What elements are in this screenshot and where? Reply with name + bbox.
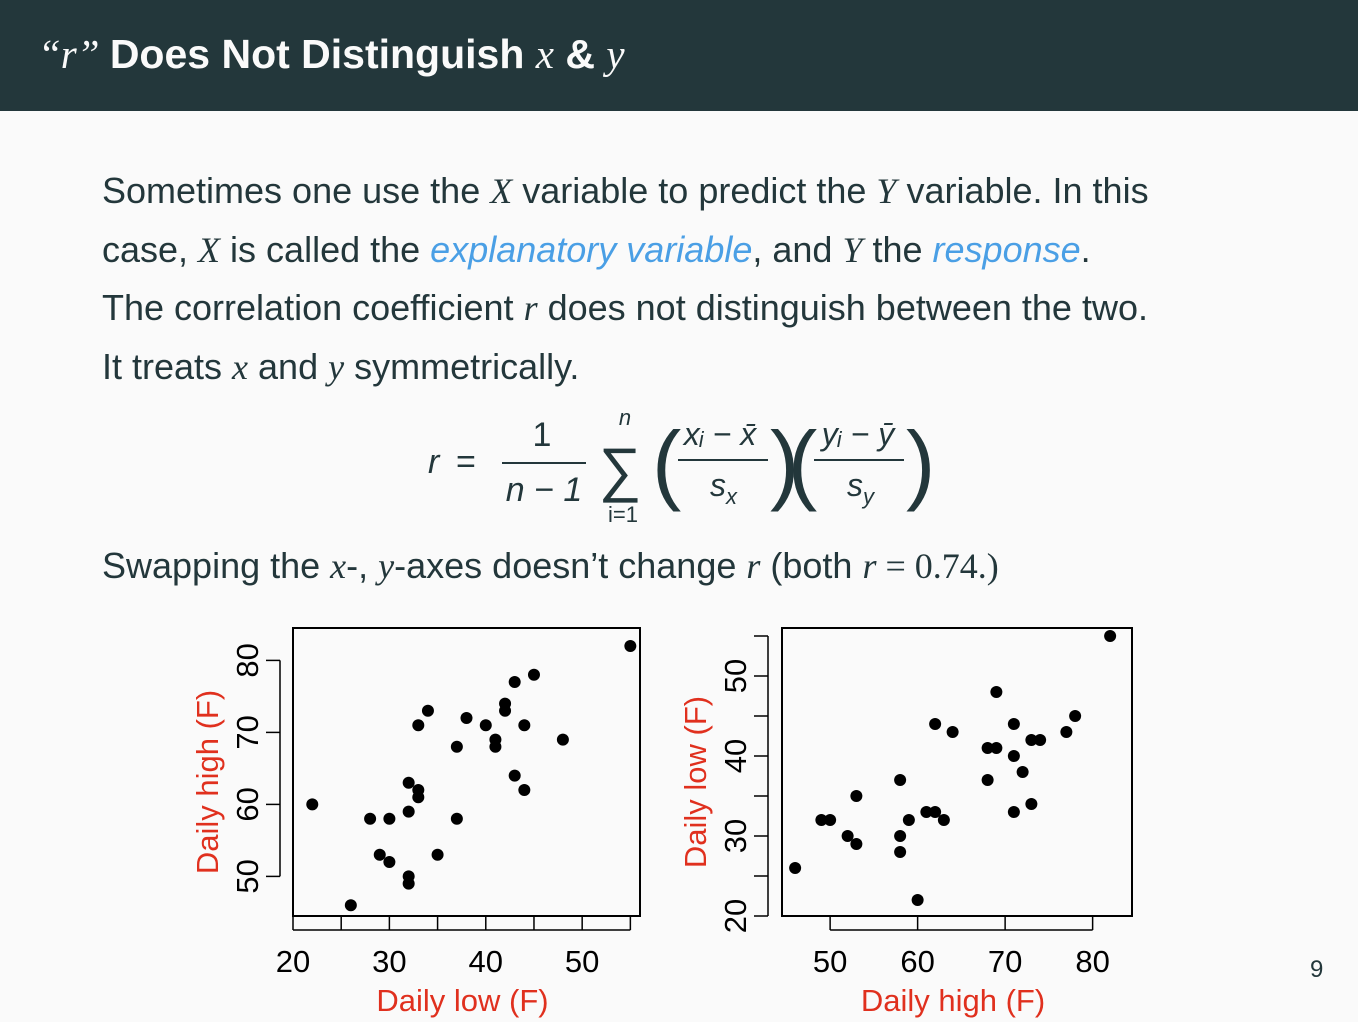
page-number: 9 xyxy=(1310,956,1324,983)
data-point xyxy=(364,812,377,825)
data-point xyxy=(479,719,492,732)
data-point xyxy=(508,676,521,688)
title-amp: & xyxy=(553,31,607,77)
title-bar: “r” Does Not Distinguish x & y xyxy=(0,0,1358,111)
term-explanatory-variable: explanatory variable xyxy=(430,228,753,270)
title-r: “r” xyxy=(38,31,110,77)
data-point xyxy=(402,805,415,818)
data-point xyxy=(431,848,444,861)
data-point xyxy=(402,877,415,890)
sum-upper-limit: n xyxy=(619,405,631,430)
data-point xyxy=(508,769,521,782)
y-tick-label: 80 xyxy=(230,643,265,677)
left-paren-icon: ( xyxy=(788,413,817,512)
right-paren-icon: ) xyxy=(906,413,935,512)
data-point xyxy=(383,856,396,868)
data-point xyxy=(450,740,463,753)
fraction-2-denominator: sy xyxy=(847,467,876,509)
fraction-1-denominator: sx xyxy=(710,467,738,509)
data-point xyxy=(624,640,637,652)
formula-lhs: r xyxy=(428,443,441,481)
data-point xyxy=(373,848,386,861)
data-point xyxy=(499,704,512,717)
x-tick-label: 40 xyxy=(469,944,503,979)
body-line-3: The correlation coefficient r does not d… xyxy=(102,287,1148,328)
y-tick-label: 60 xyxy=(230,787,265,821)
data-point xyxy=(518,719,531,732)
left-paren-icon: ( xyxy=(652,413,681,512)
data-point xyxy=(306,798,319,811)
swap-sentence: Swapping the x-, y-axes doesn’t change r… xyxy=(102,545,999,586)
plot-frame xyxy=(292,627,641,917)
x-tick-label: 50 xyxy=(565,944,599,979)
data-point xyxy=(460,712,473,724)
data-point xyxy=(450,812,463,825)
data-point xyxy=(421,704,434,717)
y-axis-title: Daily high (F) xyxy=(190,690,225,874)
sigma-icon: ∑ xyxy=(599,436,642,503)
title-main: Does Not Distinguish xyxy=(109,31,536,77)
x-tick-label: 20 xyxy=(276,944,310,979)
data-point xyxy=(412,719,425,732)
x-tick-label: 30 xyxy=(372,944,406,979)
y-tick-label: 50 xyxy=(230,859,265,893)
data-point xyxy=(402,776,415,789)
x-axis-title: Daily low (F) xyxy=(376,983,548,1018)
formula-equals: = xyxy=(456,443,476,481)
data-point xyxy=(518,784,531,796)
data-point xyxy=(489,740,502,753)
formula-denominator: n − 1 xyxy=(506,471,583,509)
data-point xyxy=(412,791,425,804)
term-response: response xyxy=(932,228,1081,270)
data-point xyxy=(527,668,540,681)
right-paren-icon: ) xyxy=(770,413,799,512)
data-point xyxy=(344,899,357,912)
title-y: y xyxy=(606,31,625,77)
title-x: x xyxy=(535,31,554,77)
y-tick-label: 70 xyxy=(230,715,265,749)
data-point xyxy=(556,733,569,746)
sum-lower-limit: i=1 xyxy=(608,502,638,527)
data-point xyxy=(383,812,396,825)
slide-title: “r” Does Not Distinguish x & y xyxy=(38,30,625,78)
body-line-2: case, X is called the explanatory variab… xyxy=(102,228,1091,270)
body-line-4: It treats x and y symmetrically. xyxy=(102,345,580,387)
fraction-1-numerator: xᵢ − x̄ xyxy=(682,416,757,452)
fraction-2-numerator: yᵢ − ȳ xyxy=(820,416,896,452)
body-line-1: Sometimes one use the X variable to pred… xyxy=(102,170,1149,211)
formula-numerator: 1 xyxy=(533,416,552,454)
body-paragraph: Sometimes one use the X variable to pred… xyxy=(102,162,1302,396)
correlation-formula: r = 1 n − 1 n ∑ i=1 ( xᵢ − x̄ sx ) ( yᵢ … xyxy=(428,405,935,527)
